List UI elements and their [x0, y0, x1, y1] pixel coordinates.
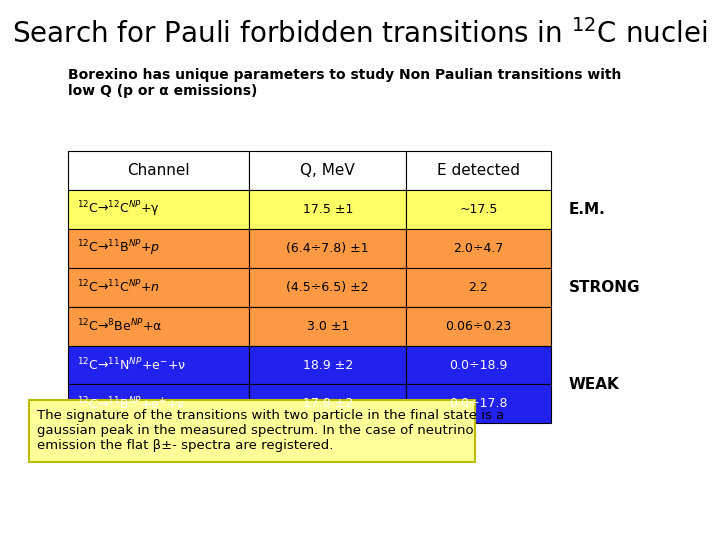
Text: Search for Pauli forbidden transitions in $^{12}$C nuclei: Search for Pauli forbidden transitions i…	[12, 19, 708, 49]
Text: E detected: E detected	[437, 163, 520, 178]
Text: (4.5÷6.5) ±2: (4.5÷6.5) ±2	[287, 281, 369, 294]
Text: ~17.5: ~17.5	[459, 203, 498, 216]
Text: Channel: Channel	[127, 163, 190, 178]
Text: 0.06÷0.23: 0.06÷0.23	[445, 320, 512, 333]
Text: (6.4÷7.8) ±1: (6.4÷7.8) ±1	[287, 242, 369, 255]
Text: 17.5 ±1: 17.5 ±1	[302, 203, 353, 216]
Text: E.M.: E.M.	[569, 202, 606, 217]
Text: STRONG: STRONG	[569, 280, 640, 295]
Text: 18.9 ±2: 18.9 ±2	[302, 359, 353, 372]
Text: $^{12}$C→$^{11}$B$^{NP}$+e$^{+}$+ν: $^{12}$C→$^{11}$B$^{NP}$+e$^{+}$+ν	[77, 396, 185, 412]
Text: 0.0÷17.8: 0.0÷17.8	[449, 397, 508, 410]
Text: 3.0 ±1: 3.0 ±1	[307, 320, 349, 333]
Text: Q, MeV: Q, MeV	[300, 163, 355, 178]
Text: WEAK: WEAK	[569, 377, 619, 392]
Text: 0.0÷18.9: 0.0÷18.9	[449, 359, 508, 372]
Text: 2.2: 2.2	[469, 281, 488, 294]
Text: $^{12}$C→$^{8}$Be$^{NP}$+α: $^{12}$C→$^{8}$Be$^{NP}$+α	[77, 318, 163, 334]
Text: $^{12}$C→$^{11}$N$^{NP}$+e$^{-}$+ν: $^{12}$C→$^{11}$N$^{NP}$+e$^{-}$+ν	[77, 357, 186, 373]
Text: $^{12}$C→$^{11}$C$^{NP}$+$n$: $^{12}$C→$^{11}$C$^{NP}$+$n$	[77, 279, 160, 295]
Text: Borexino has unique parameters to study Non Paulian transitions with
low Q (p or: Borexino has unique parameters to study …	[68, 68, 622, 98]
Text: 17.8 ±2: 17.8 ±2	[302, 397, 353, 410]
Text: 2.0÷4.7: 2.0÷4.7	[454, 242, 503, 255]
Text: $^{12}$C→$^{12}$C$^{NP}$+γ: $^{12}$C→$^{12}$C$^{NP}$+γ	[77, 200, 160, 219]
Text: The signature of the transitions with two particle in the final state is a
gauss: The signature of the transitions with tw…	[37, 409, 505, 452]
Text: $^{12}$C→$^{11}$B$^{NP}$+$p$: $^{12}$C→$^{11}$B$^{NP}$+$p$	[77, 239, 160, 258]
